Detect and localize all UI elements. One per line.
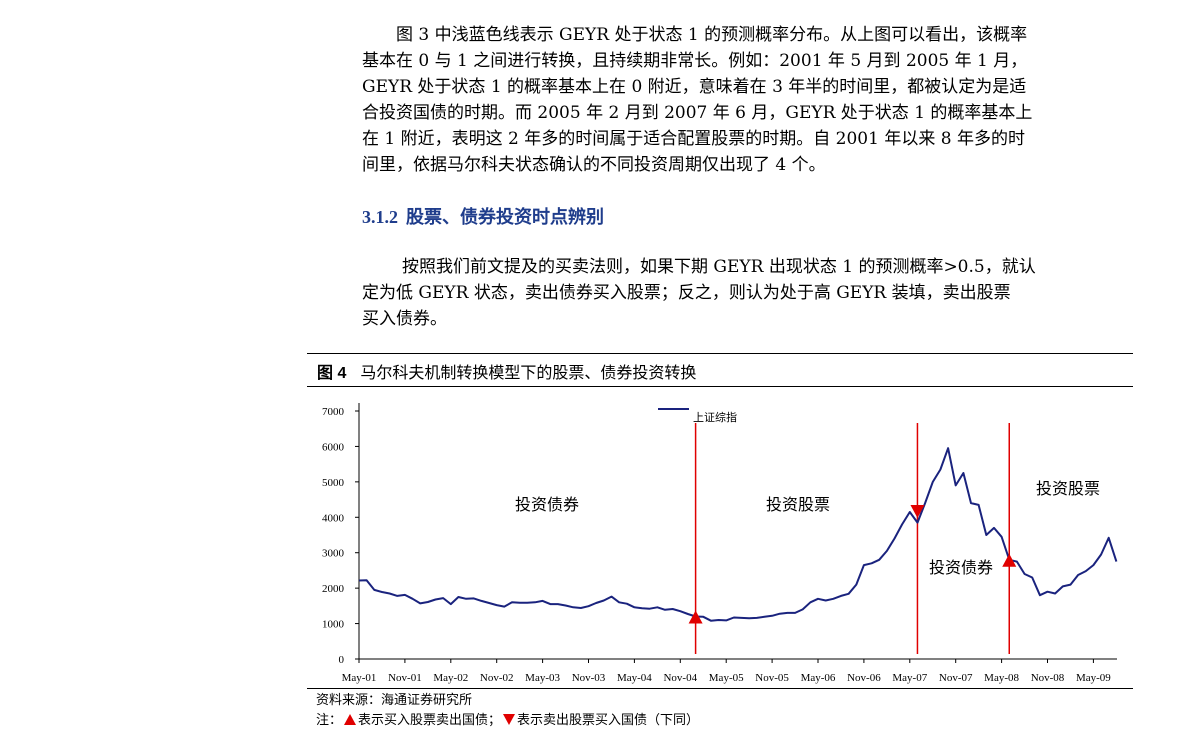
x-tick-label: May-03 <box>525 672 560 684</box>
paragraph-line: 按照我们前文提及的买卖法则，如果下期 GEYR 出现状态 1 的预测概率>0.5… <box>402 257 1036 277</box>
figure-note: 注： 表示买入股票卖出国债； 表示卖出股票买入国债（下同） <box>316 709 699 728</box>
series-line-shanghai-composite <box>358 447 1118 622</box>
chart-legend: 上证综指 <box>658 408 737 424</box>
y-tick-label: 2000 <box>322 583 345 595</box>
y-tick-label: 7000 <box>322 406 345 418</box>
x-tick-label: May-02 <box>433 672 468 684</box>
section-number: 3.1.2 <box>362 207 398 227</box>
y-tick-label: 1000 <box>322 619 345 631</box>
chart-annotations: 投资债券 投资股票 投资债券 投资股票 <box>515 480 1100 577</box>
figure-caption: 图 4 马尔科夫机制转换模型下的股票、债券投资转换 <box>317 359 696 383</box>
x-tick-label: Nov-08 <box>1031 672 1065 684</box>
line-chart: 0 1000 2000 3000 4000 5000 6000 7000 May-01 Nov-… <box>322 403 1118 684</box>
figure-top-rule <box>307 353 1133 354</box>
x-tick-label: May-09 <box>1076 672 1111 684</box>
figure-title: 马尔科夫机制转换模型下的股票、债券投资转换 <box>360 363 697 382</box>
annotation-stocks-2: 投资股票 <box>1036 480 1100 498</box>
figure-caption-rule <box>307 386 1133 387</box>
note-prefix: 注： <box>316 713 343 728</box>
x-tick-label: May-08 <box>984 672 1019 684</box>
paragraph-line: 买入债券。 <box>362 309 447 329</box>
y-tick-label: 3000 <box>322 548 345 560</box>
paragraph-line: 在 1 附近，表明这 2 年多的时间属于适合配置股票的时期。自 2001 年以来… <box>362 129 1025 149</box>
sell-signal-marker <box>910 504 925 518</box>
paragraph-line: 图 3 中浅蓝色线表示 GEYR 处于状态 1 的预测概率分布。从上图可以看出，… <box>396 25 1028 45</box>
section-title: 股票、债券投资时点辨别 <box>406 207 604 228</box>
x-tick-label: Nov-06 <box>847 672 881 684</box>
paragraph-geyr-probability: 图 3 中浅蓝色线表示 GEYR 处于状态 1 的预测概率分布。从上图可以看出，… <box>362 22 1122 178</box>
x-tick-label: Nov-02 <box>480 672 514 684</box>
note-buy: 表示买入股票卖出国债； <box>358 713 502 728</box>
section-heading: 3.1.2 股票、债券投资时点辨别 <box>362 203 604 229</box>
y-tick-label: 6000 <box>322 441 345 453</box>
annotation-stocks-1: 投资股票 <box>766 496 830 514</box>
x-tick-label: Nov-03 <box>572 672 606 684</box>
chart-axes <box>358 403 1117 660</box>
x-tick-label: May-01 <box>342 672 377 684</box>
x-tick-label: Nov-01 <box>388 672 422 684</box>
x-tick-label: Nov-07 <box>939 672 973 684</box>
x-tick-label: May-06 <box>801 672 836 684</box>
x-tick-label: Nov-04 <box>663 672 697 684</box>
buy-signal-marker <box>688 610 703 624</box>
series-group <box>358 447 1118 622</box>
figure-source: 资料来源：海通证券研究所 <box>316 693 473 708</box>
paragraph-line: 定为低 GEYR 状态，卖出债券买入股票；反之，则认为处于高 GEYR 装填，卖… <box>362 283 1011 303</box>
annotation-bonds-1: 投资债券 <box>515 496 579 514</box>
annotation-bonds-2: 投资债券 <box>929 559 993 577</box>
x-tick-label: May-05 <box>709 672 744 684</box>
paragraph-line: 合投资国债的时期。而 2005 年 2 月到 2007 年 6 月，GEYR 处… <box>362 103 1033 123</box>
paragraph-line: GEYR 处于状态 1 的概率基本上在 0 附近，意味着在 3 年半的时间里，都… <box>362 77 1027 97</box>
figure-label: 图 4 <box>317 365 347 382</box>
signal-lines <box>694 423 1010 654</box>
y-tick-label: 5000 <box>322 477 345 489</box>
x-tick-label: May-07 <box>892 672 927 684</box>
sell-triangle-icon <box>503 714 516 725</box>
figure-bottom-rule <box>307 688 1133 689</box>
paragraph-line: 间里，依据马尔科夫状态确认的不同投资周期仅出现了 4 个。 <box>362 155 826 175</box>
y-tick-label: 4000 <box>322 512 345 524</box>
y-axis-ticks: 0 1000 2000 3000 4000 5000 6000 7000 <box>322 406 359 666</box>
y-tick-label: 0 <box>339 654 345 666</box>
buy-signal-marker <box>1002 553 1017 567</box>
x-axis-ticks: May-01 Nov-01 May-02 Nov-02 May-03 Nov-03 May-… <box>342 659 1111 684</box>
x-tick-label: Nov-05 <box>755 672 789 684</box>
x-tick-label: May-04 <box>617 672 652 684</box>
buy-triangle-icon <box>344 714 357 725</box>
note-sell: 表示卖出股票买入国债（下同） <box>517 713 700 728</box>
paragraph-line: 基本在 0 与 1 之间进行转换，且持续期非常长。例如：2001 年 5 月到 … <box>362 51 1028 71</box>
paragraph-trading-rule: 按照我们前文提及的买卖法则，如果下期 GEYR 出现状态 1 的预测概率>0.5… <box>362 254 1122 332</box>
signal-markers <box>688 504 1017 624</box>
legend-label: 上证综指 <box>693 410 737 424</box>
